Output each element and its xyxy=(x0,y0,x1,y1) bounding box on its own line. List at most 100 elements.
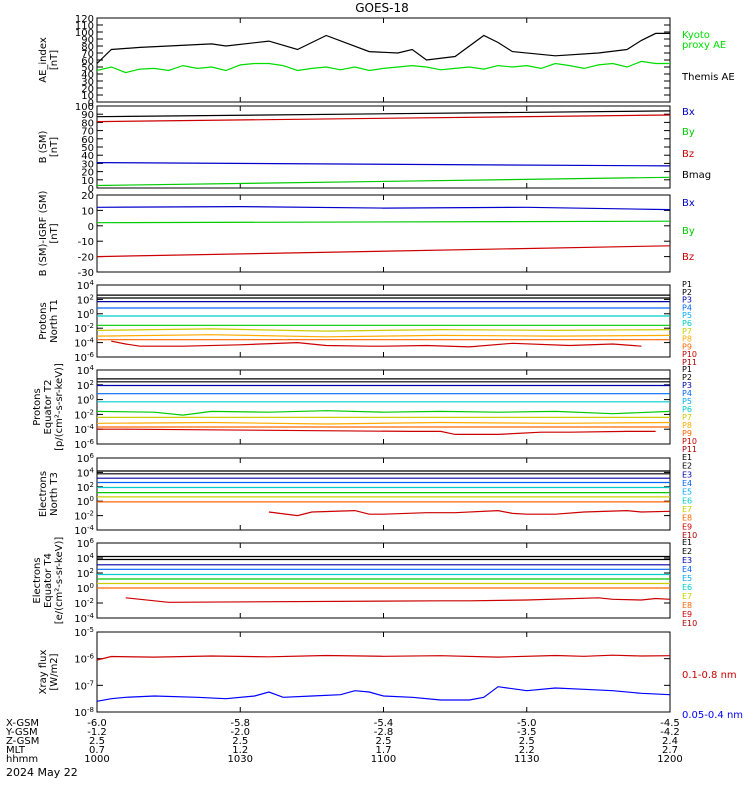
legend-label: P7 xyxy=(682,327,692,336)
legend-label: E3 xyxy=(682,556,692,565)
axis-row-label: Y-GSM xyxy=(5,727,38,738)
axis-row-value: 2.5 xyxy=(376,736,392,747)
y-axis-label: B (SM)-IGRF (SM) xyxy=(38,191,49,277)
y-tick-label: 10-4 xyxy=(74,524,94,537)
y-tick-label: 104 xyxy=(77,364,95,377)
y-tick-label: 10-4 xyxy=(74,612,94,625)
legend-label: P6 xyxy=(682,319,692,328)
y-tick-label: -10 xyxy=(78,237,94,248)
legend-label: By xyxy=(682,127,695,138)
bottom-axis: 2024 May 22 X-GSM -6.0 -5.8 -5.4 -5.0 -4.5 Y-G… xyxy=(5,718,683,779)
axis-row-value: 2.4 xyxy=(662,736,678,747)
y-tick-label: 10-2 xyxy=(74,510,94,523)
y-tick-label: 10-2 xyxy=(74,597,94,610)
axis-row-value: 1200 xyxy=(657,754,682,765)
legend-label: P2 xyxy=(682,373,692,382)
legend-label: E8 xyxy=(682,601,692,610)
series-line xyxy=(96,334,671,338)
y-axis-label: North T1 xyxy=(49,299,60,343)
y-axis-label: [p/(cm²-s-sr-keV)] xyxy=(54,363,65,451)
legend-label: P11 xyxy=(682,445,697,454)
y-axis-label: [nT] xyxy=(49,223,60,243)
series-line xyxy=(96,176,671,187)
legend-label: E1 xyxy=(682,538,692,547)
axis-row-value: -3.5 xyxy=(517,727,537,738)
axis-row-label: Z-GSM xyxy=(6,736,39,747)
y-tick-label: 60 xyxy=(81,56,94,67)
panel-frame xyxy=(96,17,671,103)
legend-label: E10 xyxy=(682,531,697,540)
series-line xyxy=(96,162,671,167)
y-tick-label: -30 xyxy=(78,268,94,279)
legend-label: P5 xyxy=(682,311,692,320)
y-tick-label: 40 xyxy=(81,70,94,81)
y-tick-label: 50 xyxy=(81,143,94,154)
axis-row-value: 0.7 xyxy=(89,745,105,756)
legend-label: E8 xyxy=(682,514,692,523)
axis-row-value: -2.0 xyxy=(230,727,250,738)
series-line xyxy=(96,654,671,661)
date-label: 2024 May 22 xyxy=(6,766,78,779)
axis-row-value: 1.2 xyxy=(232,745,248,756)
y-tick-label: 50 xyxy=(81,63,94,74)
series-line xyxy=(96,205,671,211)
axis-row-label: hhmm xyxy=(6,754,38,765)
legend-label: Kyoto xyxy=(682,30,710,41)
chart-title: GOES-18 xyxy=(355,1,409,15)
y-tick-label: 102 xyxy=(77,567,94,580)
y-tick-label: -20 xyxy=(78,253,94,264)
legend-label: P6 xyxy=(682,405,692,414)
y-tick-label: 10-2 xyxy=(74,408,94,421)
legend-label: E1 xyxy=(682,453,692,462)
y-axis-label: Electrons xyxy=(32,557,43,603)
legend-label: E10 xyxy=(682,619,697,628)
axis-row-value: 2.5 xyxy=(519,736,535,747)
series-line xyxy=(96,421,671,425)
axis-row-value: -5.0 xyxy=(517,718,537,729)
legend-label: Bx xyxy=(682,198,695,209)
series-line xyxy=(125,597,671,603)
y-tick-label: 10-6 xyxy=(74,351,94,364)
y-tick-label: 102 xyxy=(77,379,94,392)
series-line xyxy=(96,32,670,64)
y-tick-label: 100 xyxy=(77,582,94,595)
legend-label: E9 xyxy=(682,522,692,531)
legend-label: E6 xyxy=(682,496,692,505)
axis-row-value: -4.5 xyxy=(660,718,680,729)
axis-row-value: 1000 xyxy=(84,754,109,765)
legend-label: E4 xyxy=(682,479,692,488)
axis-row-value: 2.5 xyxy=(89,736,105,747)
y-tick-label: 10-6 xyxy=(74,438,94,451)
legend-label: P1 xyxy=(682,365,692,374)
legend-label: P9 xyxy=(682,429,692,438)
y-tick-label: 10-4 xyxy=(74,337,94,350)
legend-label: P4 xyxy=(682,303,692,312)
series-line xyxy=(96,686,671,702)
y-axis-label: [W/m2] xyxy=(49,653,60,690)
y-tick-label: 100 xyxy=(75,102,94,113)
panel-3: -30 -20 -10 0 10 20 B (SM)-IGRF (SM) [nT] Bx By Bz xyxy=(38,191,695,279)
legend-label: P3 xyxy=(682,381,692,390)
legend-label: P9 xyxy=(682,342,692,351)
legend-label: E5 xyxy=(682,574,692,583)
axis-row-value: 2.2 xyxy=(519,745,535,756)
y-tick-label: 80 xyxy=(81,42,94,53)
y-axis-label: Equator T2 xyxy=(43,380,54,435)
y-axis-label: Equator T4 xyxy=(43,553,54,608)
y-tick-label: 10 xyxy=(81,91,94,102)
axis-row-value: 1.7 xyxy=(376,745,392,756)
series-line xyxy=(96,220,671,224)
legend-label: E6 xyxy=(682,583,692,592)
legend-label: E5 xyxy=(682,488,692,497)
axis-row-value: 2.5 xyxy=(232,736,248,747)
y-tick-label: 30 xyxy=(81,159,94,170)
y-tick-label: 0 xyxy=(88,98,94,109)
y-axis-label: Xray flux xyxy=(38,650,49,695)
y-tick-label: 120 xyxy=(75,14,94,25)
axis-row-value: 2.7 xyxy=(662,745,678,756)
